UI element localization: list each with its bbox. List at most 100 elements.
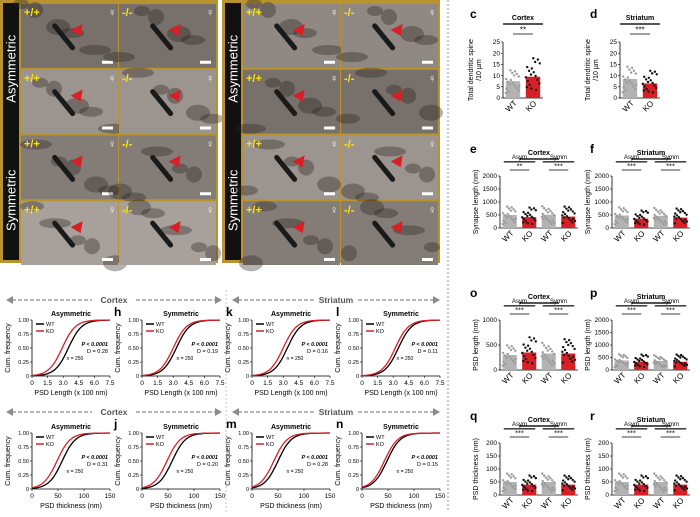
data-point xyxy=(653,359,656,362)
group-label: Symm xyxy=(662,299,679,305)
data-point xyxy=(532,217,535,220)
y-tick-label: 0.75 xyxy=(128,332,139,338)
x-tick-label: 1.5 xyxy=(43,380,52,387)
y-tick-label: 1.00 xyxy=(18,431,29,437)
data-point xyxy=(533,60,537,64)
female-symbol-icon: ♀ xyxy=(428,7,436,19)
data-point xyxy=(646,363,649,366)
data-point xyxy=(501,479,505,482)
data-point xyxy=(542,207,546,210)
title-underbar xyxy=(620,23,660,25)
x-axis-label: PSD Length (x 100 nm) xyxy=(34,390,107,397)
data-point xyxy=(551,211,554,215)
data-point xyxy=(569,208,573,211)
data-point xyxy=(563,205,566,208)
data-point xyxy=(653,206,656,210)
data-point xyxy=(503,354,507,357)
x-tick-label: KO xyxy=(559,496,574,511)
data-point xyxy=(618,213,621,216)
data-point xyxy=(551,359,554,363)
data-point xyxy=(683,364,686,368)
x-tick-label: 50 xyxy=(164,493,172,500)
group-label: Asym xyxy=(624,299,639,305)
data-point xyxy=(506,205,509,208)
data-point xyxy=(571,210,574,213)
x-tick-label: WT xyxy=(612,371,627,386)
em-texture-blob xyxy=(103,52,135,62)
data-point xyxy=(573,487,577,490)
data-point xyxy=(661,477,664,480)
x-tick-label: WT xyxy=(621,99,636,114)
data-point xyxy=(681,476,685,480)
data-point xyxy=(510,473,513,476)
data-point xyxy=(642,489,646,493)
data-point xyxy=(542,357,545,361)
title-underbar xyxy=(631,302,671,304)
arrow-left-icon xyxy=(6,296,13,304)
data-point xyxy=(617,216,621,219)
data-point xyxy=(679,475,683,478)
y-axis-label: Synapse length (nm) xyxy=(585,170,592,235)
x-tick-label: 0 xyxy=(360,380,364,387)
data-point xyxy=(505,216,509,219)
legend-label: KO xyxy=(266,329,275,335)
data-point xyxy=(623,363,627,366)
female-symbol-icon: ♀ xyxy=(330,7,338,19)
data-point xyxy=(502,486,505,490)
data-point xyxy=(626,217,629,221)
em-genotype-label: +/+ xyxy=(24,139,40,151)
group-label: Symm xyxy=(662,422,679,428)
em-texture-blob xyxy=(186,104,210,121)
significance-stars: *** xyxy=(627,162,636,171)
data-point xyxy=(542,474,546,477)
data-point xyxy=(569,476,573,480)
group-underbar xyxy=(615,428,648,430)
data-point xyxy=(565,476,568,479)
y-tick-label: 20 xyxy=(493,50,501,57)
data-point xyxy=(524,220,528,223)
data-point xyxy=(675,358,679,362)
bar-ko xyxy=(561,353,576,370)
data-point xyxy=(526,221,529,225)
data-point xyxy=(617,361,621,364)
data-point xyxy=(657,361,660,365)
legend-label: KO xyxy=(46,442,55,448)
data-point xyxy=(563,474,566,477)
data-point xyxy=(536,78,539,81)
data-point xyxy=(501,212,505,215)
data-point xyxy=(517,89,520,92)
em-synapse-density xyxy=(274,89,298,117)
sample-size: n = 250 xyxy=(286,356,303,362)
data-point xyxy=(549,347,552,351)
data-point xyxy=(538,62,541,65)
em-genotype-label: -/- xyxy=(122,204,133,216)
em-synapse-density xyxy=(274,23,298,51)
legend-label: KO xyxy=(46,329,55,335)
data-point xyxy=(561,345,565,349)
data-point xyxy=(504,91,507,95)
x-tick-label: KO xyxy=(632,371,647,386)
em-texture-blob xyxy=(27,2,43,18)
data-point xyxy=(634,83,638,86)
x-tick-label: 1.5 xyxy=(153,380,162,387)
em-genotype-label: +/+ xyxy=(246,73,262,85)
chart-title: Asymmetric xyxy=(51,424,91,431)
data-point xyxy=(658,485,662,489)
em-side-label: Asymmetric xyxy=(225,34,240,102)
y-tick-label: 10 xyxy=(493,73,501,80)
data-point xyxy=(681,355,685,358)
data-point xyxy=(657,217,660,220)
data-point xyxy=(553,488,556,492)
data-point xyxy=(543,214,546,218)
data-point xyxy=(618,358,621,362)
data-point xyxy=(651,91,655,94)
data-point xyxy=(530,489,534,493)
em-scale-bar xyxy=(102,126,113,130)
data-point xyxy=(662,223,666,226)
panel-letter: p xyxy=(590,286,597,300)
data-point xyxy=(511,71,514,75)
data-point xyxy=(653,354,656,357)
significance-stars: *** xyxy=(627,306,636,315)
